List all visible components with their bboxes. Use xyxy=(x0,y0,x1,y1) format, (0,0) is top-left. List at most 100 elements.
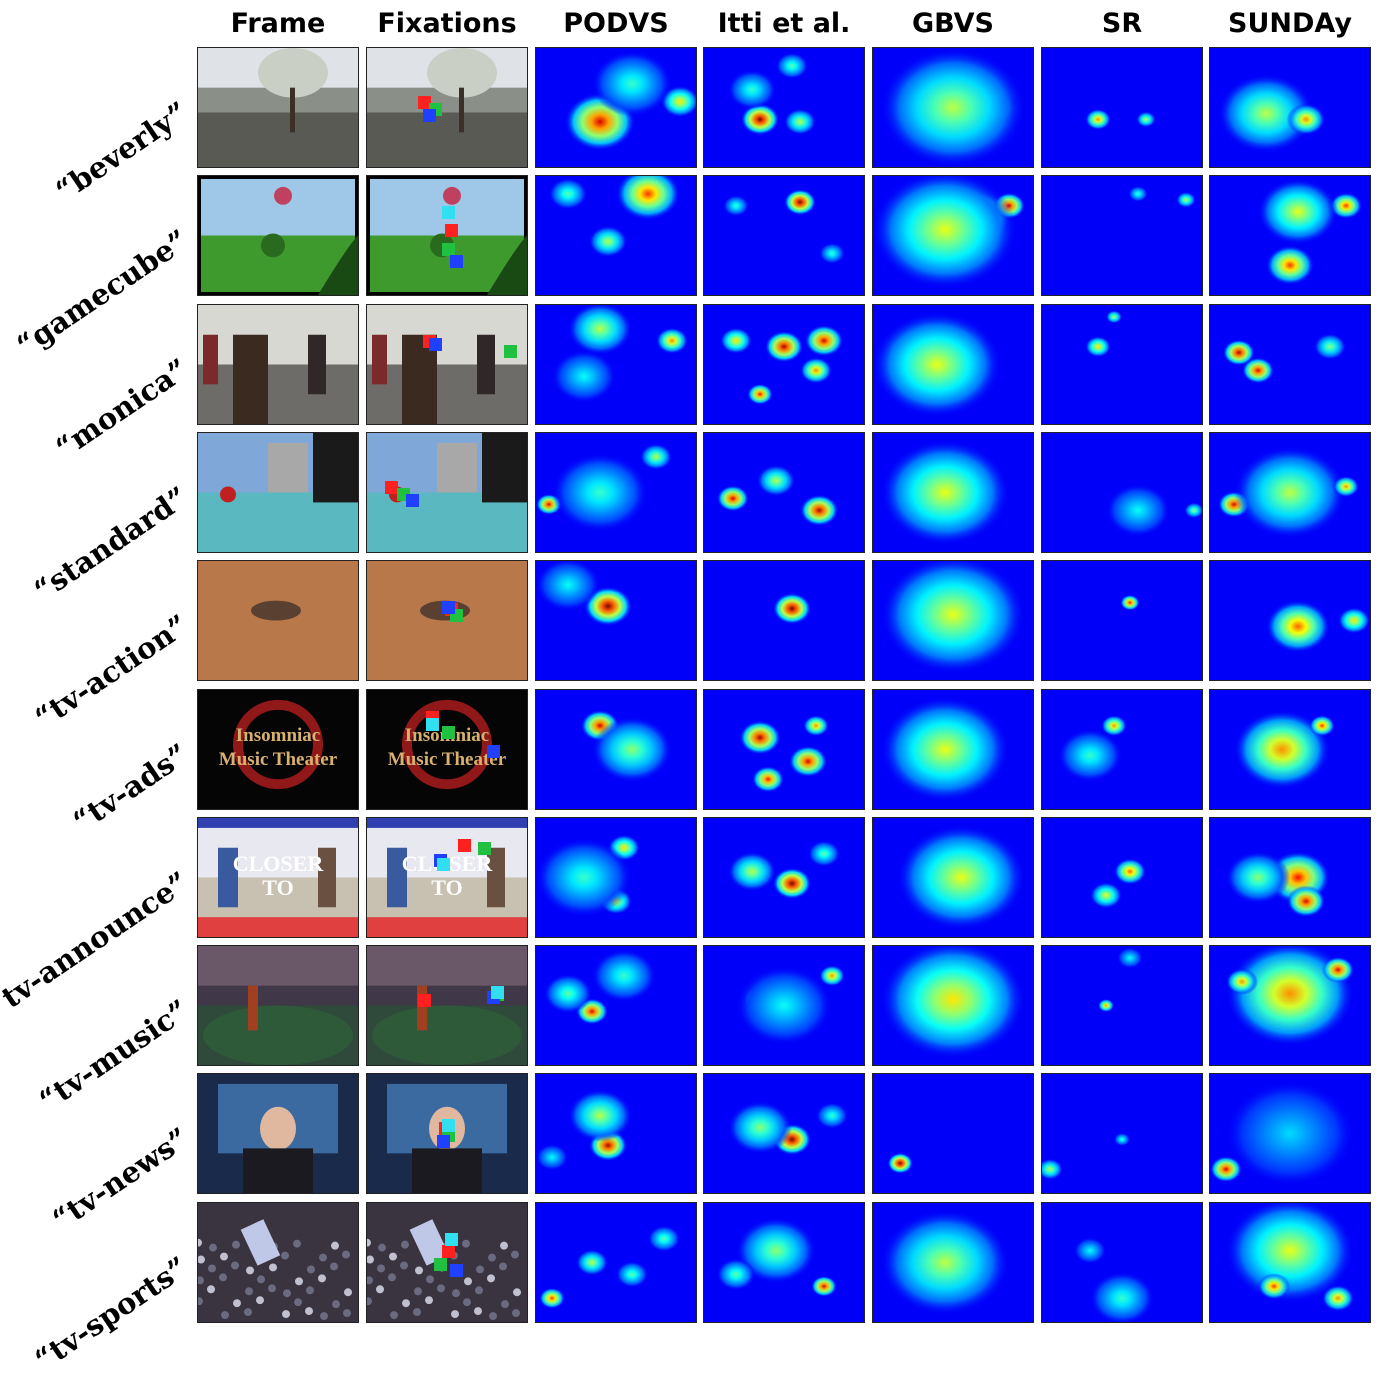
fixations-image-tv-sports xyxy=(366,1202,528,1323)
fixations-image-tv-news xyxy=(366,1073,528,1194)
fixation-marker xyxy=(442,600,455,614)
sunday-image-tv-action xyxy=(1209,560,1371,681)
itti-image-standard xyxy=(703,432,865,553)
fixations-image-beverly xyxy=(366,47,528,168)
sunday-image-monica xyxy=(1209,304,1371,425)
sr-image-standard xyxy=(1041,432,1203,553)
saliency-heatmap xyxy=(1210,561,1370,680)
frame-text-line: CLOSER xyxy=(232,851,324,876)
sr-image-monica xyxy=(1041,304,1203,425)
fixation-marker xyxy=(417,994,431,1008)
itti-image-tv-sports xyxy=(703,1202,865,1323)
frame-image-gamecube xyxy=(197,175,359,296)
column-header-frame: Frame xyxy=(230,8,326,39)
saliency-heatmap xyxy=(1042,818,1202,937)
saliency-heatmap xyxy=(1042,305,1202,424)
saliency-heatmap xyxy=(536,305,696,424)
saliency-heatmap xyxy=(873,1203,1033,1322)
frame-text-line: Music Theater xyxy=(387,749,507,770)
frame-image-tv-ads: Insomniac Music Theater xyxy=(197,689,359,810)
frame-image-standard xyxy=(197,432,359,553)
podvs-image-standard xyxy=(535,432,697,553)
podvs-image-monica xyxy=(535,304,697,425)
saliency-heatmap xyxy=(704,1074,864,1193)
fixation-marker xyxy=(450,254,464,268)
itti-image-gamecube xyxy=(703,175,865,296)
row-label-tv-news: “tv-news” xyxy=(45,1120,195,1237)
saliency-heatmap xyxy=(1210,818,1370,937)
frame-text-line: Music Theater xyxy=(218,749,338,770)
sr-image-tv-sports xyxy=(1041,1202,1203,1323)
saliency-heatmap xyxy=(1042,561,1202,680)
itti-image-tv-announce xyxy=(703,817,865,938)
frame-image-tv-announce: CLOSER TO xyxy=(197,817,359,938)
saliency-heatmap xyxy=(873,946,1033,1065)
itti-image-tv-ads xyxy=(703,689,865,810)
fixation-marker xyxy=(442,1245,455,1259)
saliency-heatmap xyxy=(873,176,1033,295)
gbvs-image-beverly xyxy=(872,47,1034,168)
fixations-image-standard xyxy=(366,432,528,553)
sr-image-tv-news xyxy=(1041,1073,1203,1194)
podvs-image-gamecube xyxy=(535,175,697,296)
gbvs-image-tv-news xyxy=(872,1073,1034,1194)
saliency-heatmap xyxy=(1210,1074,1370,1193)
row-label-tv-action: “tv-action” xyxy=(28,607,195,735)
frame-image-tv-action xyxy=(197,560,359,681)
saliency-heatmap xyxy=(704,690,864,809)
saliency-heatmap xyxy=(536,946,696,1065)
saliency-heatmap xyxy=(1042,1203,1202,1322)
fixation-marker xyxy=(487,744,501,758)
gbvs-image-tv-sports xyxy=(872,1202,1034,1323)
saliency-heatmap xyxy=(1042,1074,1202,1193)
frame-image-beverly xyxy=(197,47,359,168)
sunday-image-gamecube xyxy=(1209,175,1371,296)
gbvs-image-gamecube xyxy=(872,175,1034,296)
saliency-heatmap xyxy=(873,818,1033,937)
frame-overlay-text: Insomniac Music Theater xyxy=(198,724,358,772)
saliency-heatmap xyxy=(1042,48,1202,167)
saliency-heatmap xyxy=(1210,946,1370,1065)
row-label-standard: “standard” xyxy=(28,479,195,607)
itti-image-tv-music xyxy=(703,945,865,1066)
podvs-image-beverly xyxy=(535,47,697,168)
column-header-podvs: PODVS xyxy=(563,8,669,39)
podvs-image-tv-announce xyxy=(535,817,697,938)
saliency-heatmap xyxy=(536,561,696,680)
frame-text-line: TO xyxy=(262,875,294,900)
fixation-marker xyxy=(477,842,491,856)
saliency-heatmap xyxy=(873,561,1033,680)
gbvs-image-tv-announce xyxy=(872,817,1034,938)
fixation-marker xyxy=(442,206,455,220)
saliency-heatmap xyxy=(873,1074,1033,1193)
saliency-heatmap xyxy=(873,433,1033,552)
fixation-marker xyxy=(445,1233,459,1247)
saliency-heatmap xyxy=(536,433,696,552)
row-label-tv-sports: “tv-sports” xyxy=(29,1249,195,1376)
sunday-image-standard xyxy=(1209,432,1371,553)
gbvs-image-standard xyxy=(872,432,1034,553)
fixation-marker xyxy=(406,493,420,507)
podvs-image-tv-sports xyxy=(535,1202,697,1323)
frame-text-line: Insomniac xyxy=(235,725,321,746)
frame-image-tv-music xyxy=(197,945,359,1066)
saliency-heatmap xyxy=(1042,946,1202,1065)
sunday-image-tv-news xyxy=(1209,1073,1371,1194)
sr-image-tv-action xyxy=(1041,560,1203,681)
itti-image-monica xyxy=(703,304,865,425)
saliency-heatmap xyxy=(1210,1203,1370,1322)
saliency-heatmap xyxy=(704,946,864,1065)
frame-image-monica xyxy=(197,304,359,425)
column-header-gbvs: GBVS xyxy=(912,8,994,39)
saliency-heatmap xyxy=(704,305,864,424)
row-label-tv-music: “tv-music” xyxy=(32,992,195,1118)
fixation-marker xyxy=(437,857,451,871)
fixation-marker xyxy=(429,337,443,351)
row-label-monica: “monica” xyxy=(49,351,195,465)
saliency-heatmap xyxy=(536,818,696,937)
fixation-marker xyxy=(442,242,455,256)
gbvs-image-tv-action xyxy=(872,560,1034,681)
row-label-beverly: “beverly” xyxy=(49,94,195,208)
saliency-heatmap xyxy=(704,176,864,295)
